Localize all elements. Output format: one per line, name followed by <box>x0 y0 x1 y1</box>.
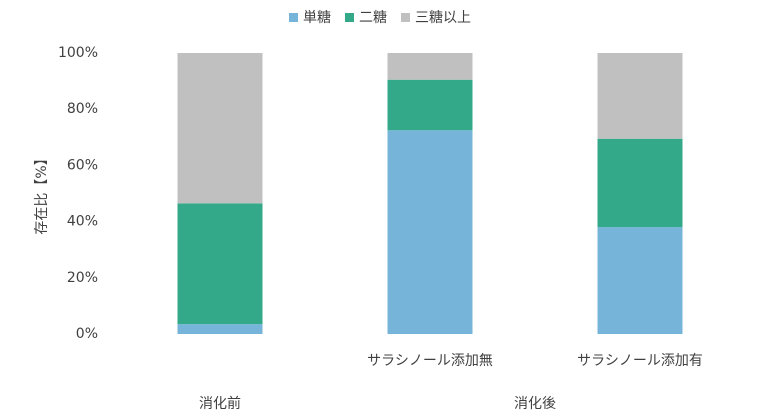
legend-swatch <box>401 13 410 22</box>
bar-segment <box>177 203 263 325</box>
bar-segment <box>387 53 473 80</box>
y-tick-label: 20% <box>67 270 98 286</box>
bar-segment <box>177 324 263 334</box>
bar-segment <box>597 53 683 139</box>
legend-swatch <box>345 13 354 22</box>
bar-segment <box>387 79 473 131</box>
y-tick-label: 40% <box>67 214 98 230</box>
y-tick-label: 80% <box>67 101 98 117</box>
x-tick-label: サラシノール添加有 <box>577 353 703 369</box>
legend-swatch <box>289 13 298 22</box>
legend-label: 単糖 <box>303 10 331 26</box>
group-label: 消化後 <box>514 396 556 412</box>
y-axis-label: 存在比【%】 <box>34 151 50 234</box>
x-tick-label: サラシノール添加無 <box>367 353 493 369</box>
bar-segment <box>387 130 473 334</box>
y-tick-label: 60% <box>67 157 98 173</box>
bar-segment <box>177 53 263 204</box>
group-label: 消化前 <box>199 395 241 412</box>
bar-segment <box>597 227 683 334</box>
y-tick-label: 0% <box>76 326 98 342</box>
legend-label: 三糖以上 <box>415 10 471 26</box>
bar-segment <box>597 138 683 228</box>
y-tick-label: 100% <box>58 45 98 61</box>
legend-label: 二糖 <box>359 10 387 26</box>
